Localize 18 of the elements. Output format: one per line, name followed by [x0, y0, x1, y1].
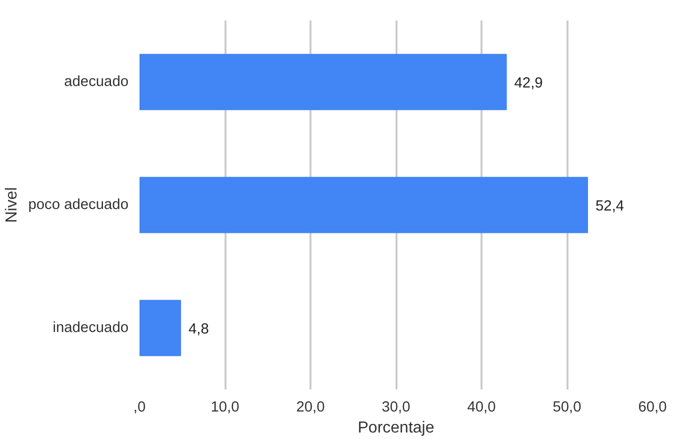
- x-tick-label: 50,0: [552, 400, 582, 416]
- x-tick-label: 30,0: [382, 400, 410, 416]
- y-tick-label: poco adecuado: [28, 197, 129, 213]
- data-label: 4,8: [188, 322, 209, 338]
- x-tick-label: ,0: [133, 400, 146, 416]
- x-tick-label: 10,0: [210, 400, 240, 416]
- x-tick-label: 60,0: [638, 400, 667, 416]
- bar: [140, 176, 588, 234]
- bar: [140, 54, 507, 110]
- y-tick-label: inadecuado: [52, 320, 129, 336]
- data-label: 42,9: [514, 76, 543, 92]
- y-axis-title: Nivel: [3, 187, 20, 223]
- x-tick-label: 40,0: [467, 400, 496, 416]
- x-tick-label: 20,0: [296, 400, 325, 416]
- bar: [140, 300, 182, 356]
- data-label: 52,4: [596, 198, 624, 214]
- y-tick-label: adecuado: [64, 74, 129, 90]
- x-axis-title: Porcentaje: [358, 420, 434, 436]
